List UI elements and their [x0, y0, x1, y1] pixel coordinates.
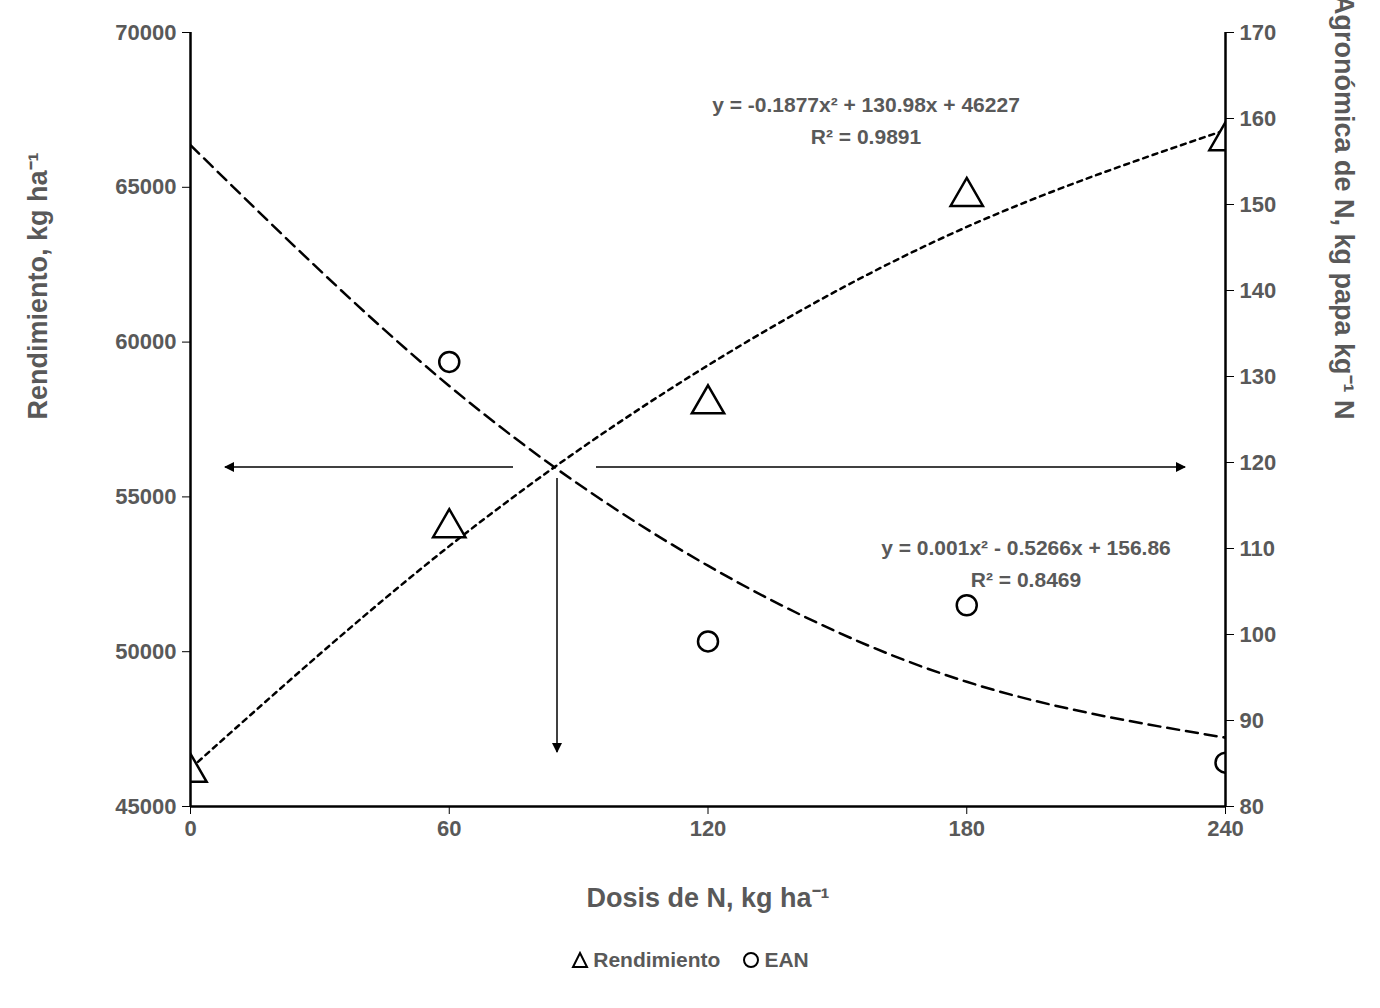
- svg-text:70000: 70000: [115, 20, 176, 45]
- svg-text:60000: 60000: [115, 329, 176, 354]
- html-text:Rendimiento: Rendimiento: [593, 948, 721, 971]
- svg-text:160: 160: [1240, 106, 1277, 131]
- svg-text:140: 140: [1240, 278, 1277, 303]
- html-text:EAN: EAN: [764, 948, 809, 971]
- svg-text:50000: 50000: [115, 639, 176, 664]
- svg-text:65000: 65000: [115, 174, 176, 199]
- svg-text:Rendimiento, kg ha⁻¹: Rendimiento, kg ha⁻¹: [23, 152, 53, 419]
- svg-text:y = 0.001x² - 0.5266x + 156.86: y = 0.001x² - 0.5266x + 156.86: [881, 536, 1171, 559]
- svg-text:150: 150: [1240, 192, 1277, 217]
- svg-text:120: 120: [1240, 450, 1277, 475]
- svg-text:100: 100: [1240, 622, 1277, 647]
- svg-text:R² = 0.9891: R² = 0.9891: [811, 125, 922, 148]
- svg-text:Eficiencia Agronómica de N, kg: Eficiencia Agronómica de N, kg papa kg⁻¹…: [1329, 0, 1359, 420]
- svg-text:90: 90: [1240, 708, 1264, 733]
- svg-text:120: 120: [690, 816, 727, 841]
- svg-text:180: 180: [948, 816, 985, 841]
- svg-text:55000: 55000: [115, 484, 176, 509]
- svg-text:45000: 45000: [115, 794, 176, 819]
- svg-text:y = -0.1877x² + 130.98x + 4622: y = -0.1877x² + 130.98x + 46227: [712, 93, 1020, 116]
- svg-text:240: 240: [1207, 816, 1244, 841]
- svg-text:R² = 0.8469: R² = 0.8469: [971, 568, 1081, 591]
- svg-text:Dosis de N, kg ha⁻¹: Dosis de N, kg ha⁻¹: [586, 883, 829, 913]
- svg-text:130: 130: [1240, 364, 1277, 389]
- svg-text:80: 80: [1240, 794, 1264, 819]
- svg-text:170: 170: [1240, 20, 1277, 45]
- svg-text:60: 60: [437, 816, 461, 841]
- svg-text:110: 110: [1240, 536, 1276, 561]
- svg-text:0: 0: [184, 816, 196, 841]
